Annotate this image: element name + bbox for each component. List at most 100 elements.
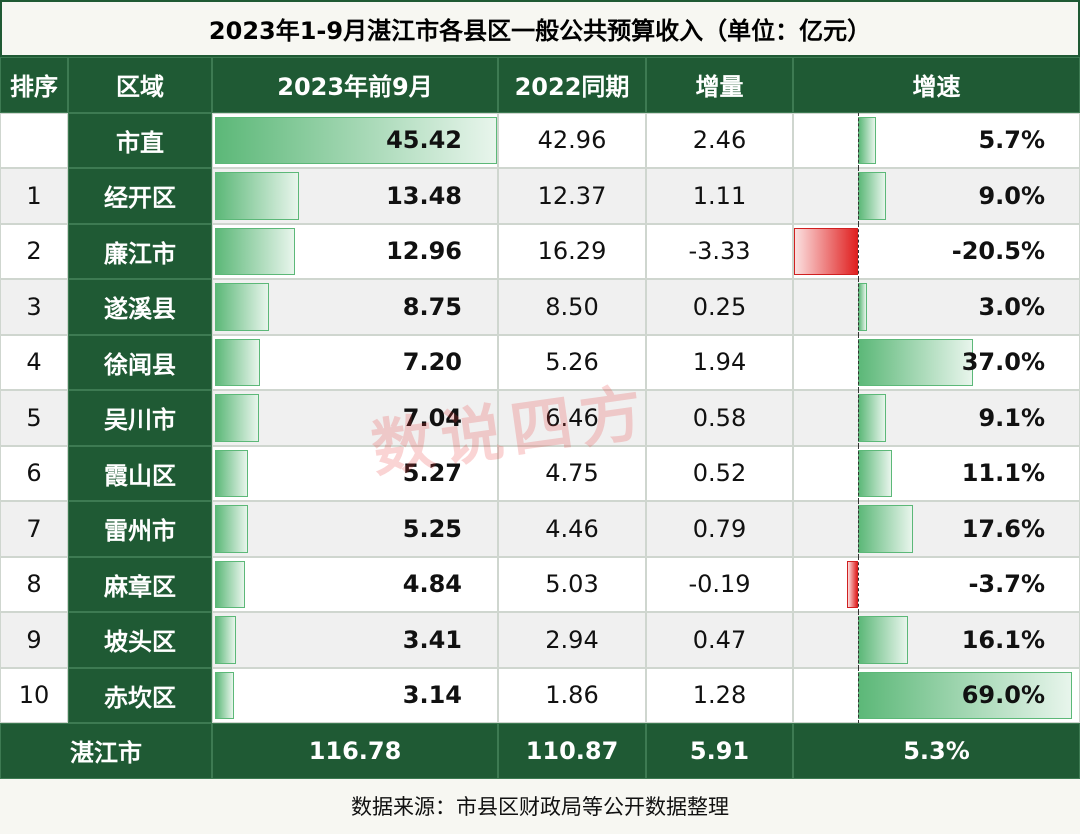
axis-line [858, 445, 859, 501]
region-cell: 廉江市 [68, 223, 212, 279]
rank-cell: 2 [0, 223, 68, 279]
value-2023: 5.27 [402, 459, 462, 488]
header-cell: 排序 [0, 57, 68, 113]
growth-bar [858, 338, 973, 386]
growth-cell [793, 279, 1080, 335]
increment: 1.11 [646, 168, 793, 224]
rank-cell [0, 112, 68, 168]
data-bar [215, 172, 299, 220]
value-2022: 42.96 [498, 112, 646, 168]
rank-cell: 5 [0, 390, 68, 446]
total-cell: 110.87 [498, 723, 646, 779]
region-cell: 麻章区 [68, 556, 212, 612]
increment: 0.79 [646, 501, 793, 557]
bar-cell [212, 612, 498, 668]
increment: 0.47 [646, 612, 793, 668]
value-2022: 5.03 [498, 556, 646, 612]
axis-line [858, 612, 859, 668]
rank-cell: 7 [0, 501, 68, 557]
increment: 0.52 [646, 445, 793, 501]
data-bar [215, 227, 296, 275]
value-2023: 4.84 [402, 570, 462, 599]
bar-cell [212, 501, 498, 557]
increment: -0.19 [646, 556, 793, 612]
data-bar [215, 449, 248, 497]
growth-cell [793, 390, 1080, 446]
bar-cell [212, 390, 498, 446]
header-cell: 区域 [68, 57, 212, 113]
axis-line [858, 223, 859, 279]
increment: 1.28 [646, 667, 793, 723]
value-2022: 5.26 [498, 334, 646, 390]
value-2022: 8.50 [498, 279, 646, 335]
growth-value: 17.6% [961, 514, 1045, 543]
axis-line [858, 168, 859, 224]
increment: 1.94 [646, 334, 793, 390]
source: 数据来源：市县区财政局等公开数据整理 [351, 794, 729, 819]
growth-cell [793, 612, 1080, 668]
axis-line [858, 501, 859, 557]
increment: 2.46 [646, 112, 793, 168]
value-2022: 12.37 [498, 168, 646, 224]
axis-line [858, 667, 859, 723]
value-2023: 8.75 [402, 292, 462, 321]
growth-value: 16.1% [961, 625, 1045, 654]
growth-cell [793, 501, 1080, 557]
growth-value: 9.0% [978, 181, 1045, 210]
growth-value: -20.5% [951, 237, 1045, 266]
region-cell: 雷州市 [68, 501, 212, 557]
rank-cell: 9 [0, 612, 68, 668]
region-cell: 赤坎区 [68, 667, 212, 723]
growth-value: 37.0% [961, 348, 1045, 377]
growth-value: 3.0% [978, 292, 1045, 321]
rank-cell: 4 [0, 334, 68, 390]
increment: 0.25 [646, 279, 793, 335]
bar-cell [212, 667, 498, 723]
value-2023: 3.41 [402, 625, 462, 654]
axis-line [858, 112, 859, 168]
value-2022: 16.29 [498, 223, 646, 279]
value-2023: 45.42 [386, 126, 462, 155]
growth-value: -3.7% [968, 570, 1045, 599]
value-2023: 13.48 [386, 181, 462, 210]
data-bar [215, 505, 248, 553]
axis-line [858, 390, 859, 446]
axis-line [858, 556, 859, 612]
rank-cell: 10 [0, 667, 68, 723]
data-bar [215, 560, 246, 608]
growth-cell [793, 112, 1080, 168]
data-bar [215, 338, 260, 386]
total-cell: 5.3% [793, 723, 1080, 779]
data-bar [215, 283, 270, 331]
growth-bar [858, 616, 908, 664]
value-2023: 5.25 [402, 514, 462, 543]
value-2022: 1.86 [498, 667, 646, 723]
value-2022: 2.94 [498, 612, 646, 668]
total-cell: 5.91 [646, 723, 793, 779]
data-bar [215, 116, 497, 164]
region-cell: 吴川市 [68, 390, 212, 446]
axis-line [858, 334, 859, 390]
growth-bar [858, 505, 913, 553]
region-cell: 徐闻县 [68, 334, 212, 390]
region-cell: 市直 [68, 112, 212, 168]
value-2022: 4.46 [498, 501, 646, 557]
increment: -3.33 [646, 223, 793, 279]
data-bar [215, 616, 237, 664]
growth-value: 69.0% [961, 681, 1045, 710]
header-cell: 2022同期 [498, 57, 646, 113]
value-2022: 4.75 [498, 445, 646, 501]
growth-value: 5.7% [978, 126, 1045, 155]
value-2023: 12.96 [386, 237, 462, 266]
title: 2023年1-9月湛江市各县区一般公共预算收入（单位：亿元） [0, 0, 1080, 57]
increment: 0.58 [646, 390, 793, 446]
header-cell: 2023年前9月 [212, 57, 498, 113]
bar-cell [212, 445, 498, 501]
header-cell: 增量 [646, 57, 793, 113]
header-cell: 增速 [793, 57, 1080, 113]
rank-cell: 6 [0, 445, 68, 501]
data-bar [215, 671, 235, 719]
region-cell: 遂溪县 [68, 279, 212, 335]
value-2023: 7.20 [402, 348, 462, 377]
